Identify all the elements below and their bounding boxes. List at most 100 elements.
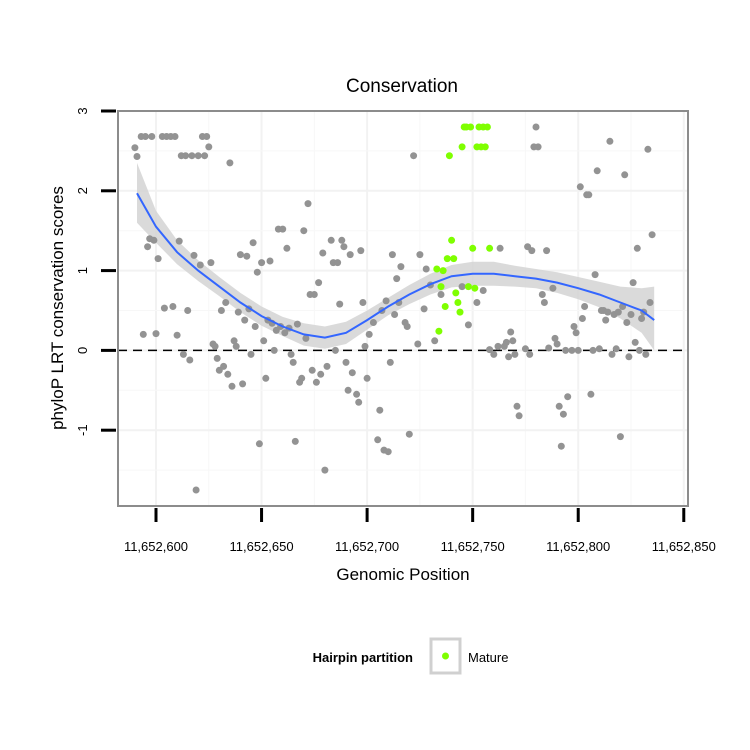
data-point [363, 374, 371, 382]
data-point [234, 308, 242, 316]
data-point [507, 328, 515, 336]
data-point [376, 406, 384, 414]
mature-point [483, 123, 491, 131]
data-point [420, 305, 428, 313]
data-point [213, 354, 221, 362]
legend-key-mature [429, 637, 462, 675]
x-axis-title: Genomic Position [336, 565, 469, 584]
data-point [549, 284, 557, 292]
data-point [308, 366, 316, 374]
data-point [496, 244, 504, 252]
data-point [581, 303, 589, 310]
data-point [540, 299, 548, 306]
y-tick-label: 0 [75, 347, 90, 354]
data-point [638, 315, 646, 322]
x-tick-label: 11,652,650 [230, 539, 294, 554]
legend-label-mature: Mature [468, 650, 508, 665]
data-point [298, 374, 306, 382]
data-point [141, 133, 149, 140]
data-point [369, 319, 377, 326]
mature-point [445, 152, 453, 160]
data-point [251, 323, 259, 330]
mature-point [433, 265, 441, 273]
plot-panel [117, 110, 689, 507]
data-point [279, 225, 287, 233]
data-point [557, 442, 565, 450]
mature-point [450, 255, 458, 263]
mature-point [437, 283, 445, 291]
data-point [576, 183, 584, 191]
data-point [644, 145, 652, 153]
data-point [595, 345, 603, 353]
data-point [629, 279, 637, 287]
data-point [253, 268, 261, 276]
mature-point [439, 267, 447, 275]
data-point [382, 297, 390, 305]
data-point [555, 402, 563, 410]
data-point [270, 346, 278, 354]
panel-background [118, 111, 688, 506]
data-point [346, 251, 354, 259]
data-point [283, 244, 291, 252]
data-point [300, 227, 308, 235]
data-point [152, 330, 160, 338]
data-point [570, 323, 578, 330]
data-point [239, 380, 247, 388]
mature-point [469, 244, 477, 252]
legend-title: Hairpin partition [313, 650, 413, 665]
data-point [331, 346, 339, 354]
data-point [526, 350, 534, 358]
data-point [175, 237, 183, 245]
data-point [281, 329, 289, 337]
data-point [490, 350, 498, 358]
data-point [258, 259, 266, 267]
data-point [171, 133, 179, 140]
data-point [203, 133, 211, 140]
data-point [211, 342, 219, 350]
x-axis: 11,652,600 11,652,650 11,652,700 11,652,750… [124, 508, 716, 554]
data-point [458, 283, 466, 291]
mature-point [456, 308, 464, 316]
data-point [232, 342, 240, 350]
mature-point [452, 289, 460, 297]
data-point [304, 200, 312, 208]
data-point [249, 239, 257, 247]
panel-border [117, 110, 689, 507]
data-point [464, 321, 472, 329]
data-point [602, 316, 610, 324]
data-point [410, 152, 418, 160]
data-point [144, 243, 152, 251]
data-point [437, 291, 445, 298]
data-point [621, 171, 629, 179]
data-point [226, 159, 234, 167]
data-point [344, 386, 352, 394]
data-point [266, 257, 274, 265]
y-axis-title: phyloP LRT conservation scores [48, 186, 67, 430]
x-tick-label: 11,652,850 [652, 539, 716, 554]
data-point [416, 251, 424, 259]
data-point [553, 340, 561, 348]
data-point [260, 337, 268, 345]
mature-point [458, 143, 466, 151]
data-point [228, 382, 236, 390]
mature-point [448, 236, 456, 244]
data-point [479, 287, 487, 294]
data-point [646, 299, 654, 306]
data-point [543, 247, 551, 255]
data-point [574, 346, 582, 354]
legend: Hairpin partition Mature [313, 637, 508, 675]
data-point [236, 251, 244, 259]
data-point [196, 261, 204, 269]
data-point [224, 370, 232, 378]
smooth-trend-line [136, 192, 655, 339]
data-point [616, 433, 624, 441]
x-tick-label: 11,652,750 [441, 539, 505, 554]
data-point [319, 249, 327, 257]
data-point [190, 251, 198, 259]
data-point [388, 251, 396, 259]
data-point [648, 231, 656, 239]
y-tick-label: 3 [75, 107, 90, 114]
data-point [538, 291, 546, 298]
data-point [160, 304, 168, 312]
